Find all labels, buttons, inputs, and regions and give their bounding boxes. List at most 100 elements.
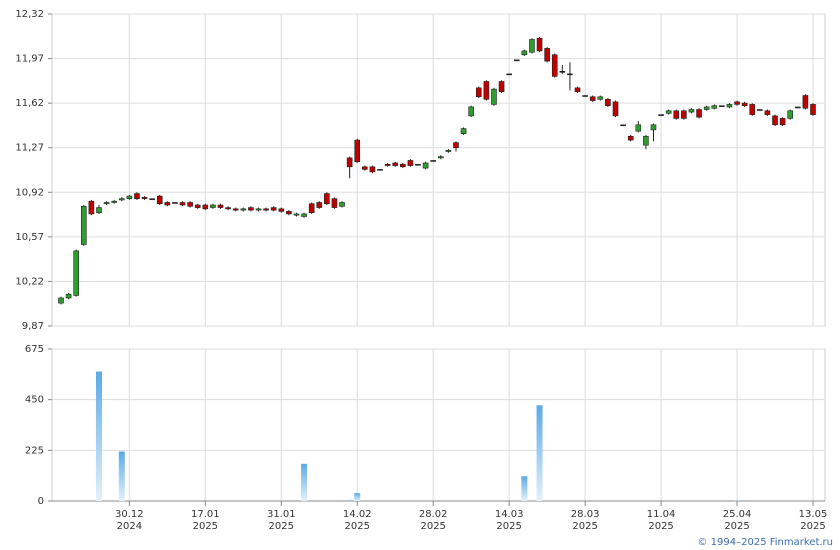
candle-body — [149, 198, 155, 200]
candle-body — [377, 169, 383, 171]
candle-body — [453, 142, 459, 149]
candle-body — [673, 110, 680, 119]
x-tick-label-line: 2025 — [800, 521, 825, 532]
candle-body — [118, 198, 125, 201]
candle-body — [620, 124, 626, 127]
candle-body — [202, 204, 209, 210]
candle-body — [536, 37, 543, 52]
x-tick-label-line: 30.12 — [115, 509, 144, 520]
candle-body — [802, 95, 809, 109]
candle-body — [711, 105, 718, 109]
candle-body — [734, 101, 740, 105]
y-tick-label: 450 — [25, 395, 44, 406]
candle-body — [460, 128, 467, 135]
candle-body — [96, 207, 102, 213]
candle-body — [164, 202, 171, 206]
volume-bar — [95, 371, 102, 501]
candle-body — [422, 162, 429, 169]
y-tick-label: 225 — [25, 445, 44, 456]
x-tick-label: 28.02 2025 — [419, 509, 448, 532]
candle-body — [354, 139, 361, 163]
candle-body — [559, 71, 566, 73]
candle-body — [757, 109, 763, 111]
x-tick-label: 11.04 2025 — [647, 509, 676, 532]
x-tick-label-line: 2025 — [648, 521, 673, 532]
candle-body — [567, 73, 573, 76]
volume-bar — [346, 499, 353, 501]
x-tick-label: 28.03 2025 — [571, 509, 600, 532]
candle-body — [574, 87, 581, 92]
volume-bar — [536, 405, 543, 501]
candle-body — [194, 204, 201, 208]
candle-body — [491, 88, 497, 105]
candle-body — [551, 54, 558, 77]
candle-body — [415, 163, 421, 166]
credit[interactable]: © 1994–2025 Finmarket.ru — [697, 537, 833, 548]
candle-body — [362, 166, 368, 170]
candle-body — [521, 50, 528, 56]
candle-body — [468, 106, 474, 117]
candle-body — [643, 135, 649, 146]
candle-body — [270, 207, 277, 211]
price-panel — [51, 13, 826, 327]
x-tick-label-line: 28.03 — [571, 509, 600, 520]
x-tick-label: 25.04 2025 — [723, 509, 752, 532]
x-tick-label-line: 2025 — [496, 521, 521, 532]
x-tick-label-line: 17.01 — [191, 509, 220, 520]
candle-body — [331, 198, 338, 208]
x-tick-label-line: 2025 — [420, 521, 445, 532]
candle-body — [506, 73, 512, 76]
x-tick-label-line: 14.02 — [343, 509, 372, 520]
candle-body — [544, 48, 550, 62]
volume-bar — [354, 493, 361, 501]
volume-bar — [521, 476, 528, 501]
candle-body — [719, 105, 725, 107]
candle-body — [658, 114, 664, 116]
candle-body — [589, 96, 596, 101]
candle-body — [339, 202, 345, 207]
candle-body — [232, 208, 239, 211]
candle-body — [278, 208, 285, 212]
candle-body — [293, 213, 300, 216]
candle-body — [248, 207, 254, 211]
y-tick-label: 11,62 — [15, 98, 44, 109]
y-tick-label: 0 — [38, 496, 44, 507]
y-tick-label: 12,32 — [15, 9, 44, 20]
candle-body — [696, 109, 702, 118]
x-tick-label-line: 28.02 — [419, 509, 448, 520]
candle-body — [263, 208, 269, 211]
x-tick-label-line: 2025 — [345, 521, 370, 532]
candle-body — [772, 115, 778, 126]
x-tick-label-line: 2025 — [193, 521, 218, 532]
candle-body — [240, 208, 247, 211]
candle-body — [650, 124, 657, 131]
candle-body — [73, 250, 79, 296]
x-tick-label-line: 25.04 — [723, 509, 752, 520]
candle-body — [810, 104, 816, 115]
x-tick-label-line: 14.03 — [495, 509, 524, 520]
candle-body — [605, 99, 611, 106]
candle-body — [88, 200, 95, 215]
candle-body — [400, 163, 406, 168]
x-tick-label-line: 13.05 — [799, 509, 828, 520]
candle-body — [80, 205, 87, 245]
x-tick-label: 14.02 2025 — [343, 509, 372, 532]
x-tick-label-line: 2025 — [572, 521, 597, 532]
volume-panel — [51, 348, 826, 502]
candle-body — [255, 208, 262, 211]
candle-body — [316, 202, 323, 208]
candle-body — [582, 95, 588, 97]
y-tick-label: 10,57 — [15, 232, 44, 243]
candle-body — [286, 211, 292, 215]
y-tick-label: 11,97 — [15, 54, 44, 65]
candle-body — [111, 200, 117, 203]
candle-body — [688, 109, 695, 113]
y-tick-label: 675 — [25, 344, 44, 355]
y-tick-label: 11,27 — [15, 143, 44, 154]
candle-body — [612, 101, 619, 117]
candle-body — [156, 195, 163, 205]
candle-body — [627, 135, 634, 141]
y-tick-label: 10,92 — [15, 187, 44, 198]
